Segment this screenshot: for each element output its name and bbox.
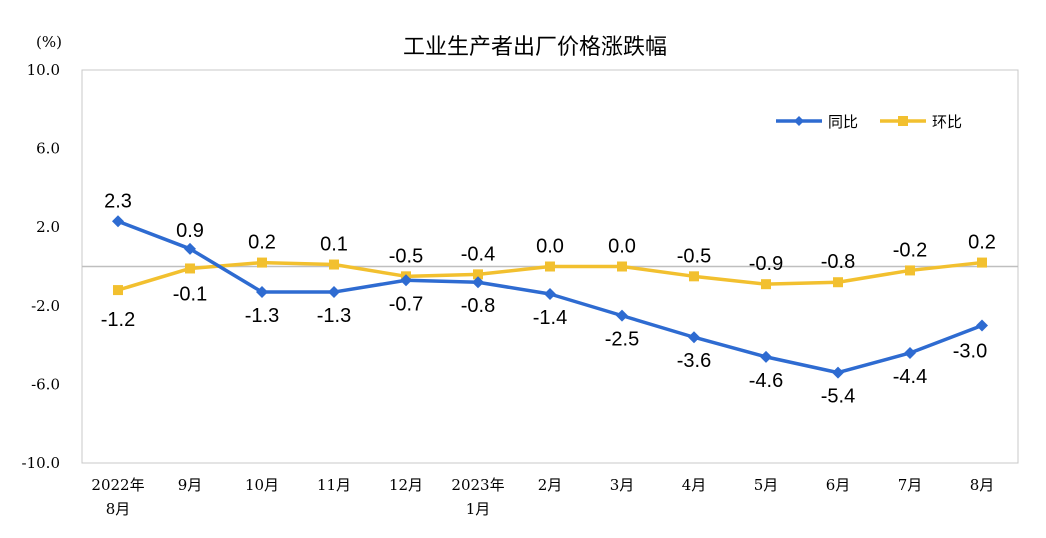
x-tick-label: 9月 (178, 476, 203, 494)
y-tick-label: -2.0 (31, 297, 60, 315)
data-point-mom (761, 279, 771, 290)
x-tick-label-line2: 1月 (466, 500, 491, 518)
x-tick-label: 2023年 (451, 476, 504, 494)
x-tick-label: 4月 (682, 476, 707, 494)
data-point-yoy (256, 286, 268, 299)
data-point-yoy (328, 286, 340, 299)
data-label-mom: -0.2 (893, 239, 927, 261)
data-label-yoy: -5.4 (821, 386, 855, 408)
data-point-mom (257, 257, 267, 268)
y-tick-label: 6.0 (36, 140, 60, 158)
chart-title: 工业生产者出厂价格涨跌幅 (403, 35, 667, 60)
x-tick-label: 7月 (898, 476, 923, 494)
x-tick-label: 12月 (389, 476, 423, 494)
y-axis: 10.0 6.0 2.0 -2.0 -6.0 -10.0 (22, 61, 60, 472)
y-unit-label: (%) (36, 33, 62, 51)
data-point-mom (473, 269, 483, 280)
data-point-mom (329, 259, 339, 270)
legend-label: 环比 (932, 113, 962, 131)
data-label-mom: -0.8 (821, 251, 855, 273)
legend-label: 同比 (828, 113, 858, 131)
x-tick-label: 2022年 (91, 476, 144, 494)
data-label-yoy: -3.6 (677, 350, 711, 372)
y-tick-label: 2.0 (36, 218, 60, 236)
series-layer: 2.3 0.9 -1.3 -1.3 -0.7 -0.8 -1.4 -2.5 -3.6 -4.6 -5… (101, 190, 996, 407)
data-point-yoy (400, 274, 412, 287)
data-point-mom (689, 271, 699, 282)
data-point-yoy (112, 215, 124, 228)
x-tick-label-line2: 8月 (106, 500, 131, 518)
data-point-mom (545, 261, 555, 272)
data-point-yoy (472, 276, 484, 289)
data-label-yoy: -3.0 (953, 340, 987, 362)
data-point-mom (905, 265, 915, 276)
data-point-yoy (688, 331, 700, 344)
data-label-yoy: -4.4 (893, 366, 927, 388)
data-label-yoy: 0.9 (176, 220, 204, 242)
data-point-yoy (976, 319, 988, 332)
data-point-yoy (544, 288, 556, 301)
y-tick-label: 10.0 (27, 61, 60, 79)
data-label-mom: 0.2 (968, 232, 996, 254)
data-point-yoy (760, 350, 772, 363)
x-tick-label: 11月 (317, 476, 351, 494)
x-tick-label: 5月 (754, 476, 779, 494)
data-label-mom: -1.2 (101, 309, 135, 331)
data-point-yoy (904, 346, 916, 359)
data-label-mom: 0.2 (248, 232, 276, 254)
data-point-yoy (832, 366, 844, 379)
legend-marker-yoy (794, 116, 804, 126)
data-label-mom: -0.1 (173, 283, 207, 305)
legend: 同比 环比 (776, 113, 962, 131)
x-tick-label: 8月 (970, 476, 995, 494)
x-tick-label: 3月 (610, 476, 635, 494)
data-label-yoy: -1.3 (245, 305, 279, 327)
data-label-yoy: 2.3 (104, 190, 132, 212)
data-point-mom (185, 263, 195, 274)
data-point-yoy (616, 309, 628, 322)
data-point-yoy (184, 242, 196, 255)
data-label-mom: 0.0 (608, 236, 636, 258)
data-label-mom: 0.1 (320, 234, 348, 256)
x-tick-label: 6月 (826, 476, 851, 494)
data-point-mom (113, 285, 123, 296)
data-label-yoy: -0.7 (389, 293, 423, 315)
y-tick-label: -10.0 (22, 454, 60, 472)
data-label-yoy: -0.8 (461, 295, 495, 317)
data-label-mom: -0.4 (461, 243, 495, 265)
data-label-yoy: -4.6 (749, 370, 783, 392)
data-label-yoy: -2.5 (605, 329, 639, 351)
y-tick-label: -6.0 (31, 375, 60, 393)
data-point-mom (977, 257, 987, 268)
x-tick-label: 2月 (538, 476, 563, 494)
data-label-mom: -0.5 (677, 245, 711, 267)
legend-marker-mom (898, 116, 908, 126)
data-label-mom: 0.0 (536, 236, 564, 258)
data-label-mom: -0.5 (389, 245, 423, 267)
x-tick-label: 10月 (245, 476, 279, 494)
data-label-yoy: -1.3 (317, 305, 351, 327)
data-label-yoy: -1.4 (533, 307, 567, 329)
data-label-mom: -0.9 (749, 253, 783, 275)
data-point-mom (833, 277, 843, 288)
x-axis: 2022年 8月 9月 10月 11月 12月 2023年 1月 2月 3月 4月 5月 6月 7月 8月 (91, 476, 994, 518)
data-point-mom (617, 261, 627, 272)
